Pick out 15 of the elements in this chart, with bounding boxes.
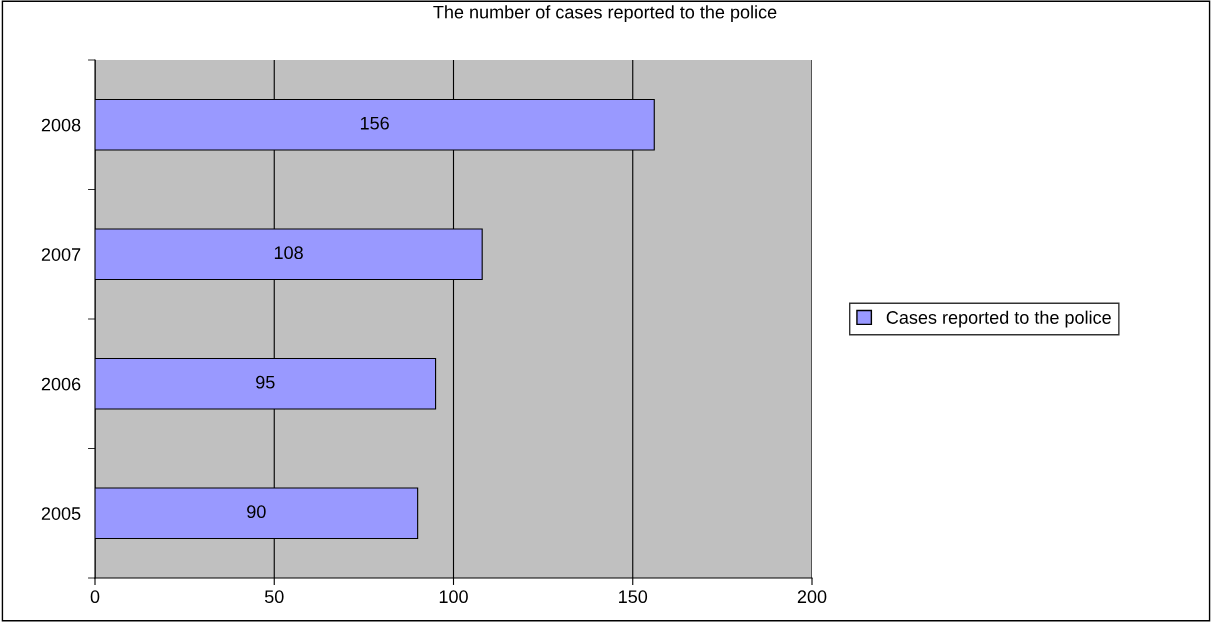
y-tick-label: 2007 [41,248,81,261]
x-tick-label: 200 [797,590,827,604]
data-label: 95 [256,375,275,389]
legend-label: Cases reported to the police [886,310,1111,328]
data-label: 156 [360,116,389,130]
chart-title: The number of cases reported to the police [433,5,777,23]
y-tick-label: 2008 [41,118,81,132]
data-label: 108 [274,246,303,260]
x-tick-label: 150 [619,590,648,604]
y-tick-label: 2006 [41,377,81,391]
x-tick-label: 0 [90,590,100,604]
x-tick-label: 50 [264,590,284,604]
y-tick-label: 2005 [41,507,81,520]
data-label: 90 [247,505,266,519]
x-tick-label: 100 [439,590,468,604]
